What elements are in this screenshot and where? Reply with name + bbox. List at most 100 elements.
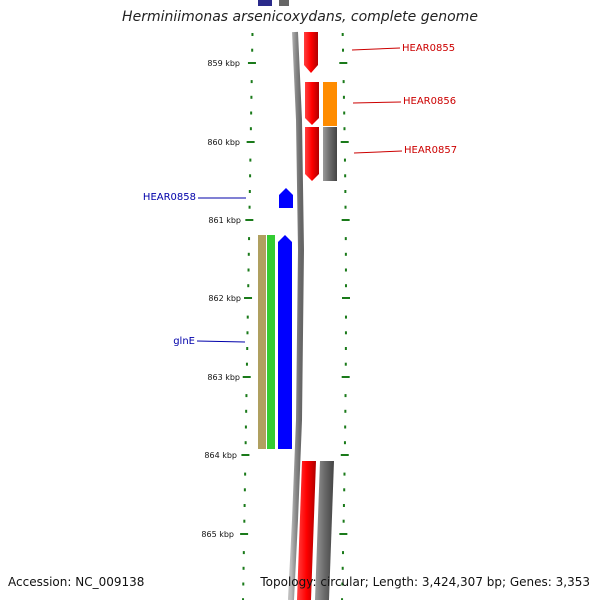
minor-tick — [344, 315, 347, 319]
minor-tick — [342, 48, 345, 52]
minor-tick — [344, 394, 347, 398]
minor-tick — [343, 111, 346, 115]
genome-backbone — [288, 31, 305, 600]
tick-label-863: 863 kbp — [207, 373, 240, 382]
minor-tick — [344, 205, 347, 209]
genome-summary: Topology: circular; Length: 3,424,307 bp… — [260, 575, 590, 589]
minor-tick — [343, 472, 346, 476]
label-glne[interactable]: glnE — [173, 336, 195, 347]
minor-tick — [247, 284, 250, 288]
minor-tick — [343, 441, 346, 445]
tick-label-862: 862 kbp — [208, 294, 241, 303]
minor-tick — [246, 315, 249, 319]
major-tick — [339, 533, 348, 535]
major-tick — [340, 141, 349, 143]
label-hear0856[interactable]: HEAR0856 — [403, 96, 456, 107]
gene-top-blue[interactable] — [258, 0, 272, 6]
gene-olive[interactable] — [258, 235, 266, 449]
minor-tick — [344, 362, 347, 366]
major-tick — [245, 219, 254, 221]
tick-label-864: 864 kbp — [204, 451, 237, 460]
minor-tick — [344, 347, 347, 350]
minor-tick — [344, 331, 347, 335]
minor-tick — [246, 331, 249, 335]
label-hear0857[interactable]: HEAR0857 — [404, 145, 457, 156]
minor-tick — [251, 33, 254, 36]
minor-tick — [344, 284, 347, 288]
gene-hear0857[interactable] — [305, 127, 319, 181]
major-tick — [246, 141, 255, 143]
minor-tick — [249, 158, 252, 162]
major-tick — [247, 62, 256, 64]
tick-label-861: 861 kbp — [208, 216, 241, 225]
minor-tick — [245, 409, 248, 413]
minor-tick — [244, 472, 247, 476]
gene-top-gray[interactable] — [279, 0, 289, 6]
gene-hear0856[interactable] — [305, 82, 319, 125]
gene-hear0857-gray[interactable] — [323, 127, 337, 181]
minor-tick — [248, 237, 251, 241]
label-line-hear0855 — [351, 47, 401, 51]
gene-glne[interactable] — [278, 235, 292, 449]
minor-tick — [242, 551, 245, 555]
tick-label-865: 865 kbp — [201, 530, 234, 539]
minor-tick — [341, 566, 344, 570]
minor-tick — [341, 33, 344, 36]
minor-tick — [249, 127, 252, 131]
tick-label-859: 859 kbp — [207, 59, 240, 68]
minor-tick — [243, 519, 246, 523]
label-line-glne — [196, 340, 246, 343]
minor-tick — [343, 127, 346, 131]
minor-tick — [243, 504, 246, 507]
major-tick — [341, 219, 350, 221]
major-tick — [339, 62, 348, 64]
tick-label-860: 860 kbp — [207, 138, 240, 147]
label-line-hear0856 — [352, 101, 402, 104]
minor-tick — [342, 95, 345, 99]
minor-tick — [341, 582, 344, 586]
gene-hear0856-orange[interactable] — [323, 82, 337, 126]
major-tick — [241, 454, 250, 456]
accession-text: Accession: NC_009138 — [8, 575, 145, 589]
gene-bottom-gray[interactable] — [315, 461, 334, 600]
gene-bottom-red[interactable] — [297, 461, 316, 600]
minor-tick — [344, 174, 347, 178]
right-tick-track — [339, 33, 350, 600]
minor-tick — [344, 237, 347, 241]
gene-green[interactable] — [267, 235, 275, 449]
minor-tick — [249, 174, 252, 178]
minor-tick — [342, 551, 345, 555]
minor-tick — [248, 190, 251, 193]
minor-tick — [242, 598, 245, 600]
minor-tick — [343, 158, 346, 162]
minor-tick — [243, 488, 246, 492]
gene-hear0858[interactable] — [279, 188, 293, 208]
minor-tick — [250, 80, 253, 84]
major-tick — [242, 376, 251, 378]
minor-tick — [246, 347, 249, 350]
major-tick — [341, 297, 350, 299]
minor-tick — [343, 488, 346, 492]
minor-tick — [342, 80, 345, 84]
minor-tick — [242, 566, 245, 570]
minor-tick — [251, 48, 254, 52]
minor-tick — [344, 190, 347, 193]
label-line-hear0857 — [353, 150, 403, 154]
minor-tick — [247, 252, 250, 256]
map-title: Herminiimonas arsenicoxydans, complete g… — [122, 9, 478, 25]
label-hear0855[interactable]: HEAR0855 — [402, 43, 455, 54]
minor-tick — [244, 425, 247, 429]
minor-tick — [344, 409, 347, 413]
minor-tick — [342, 504, 345, 507]
label-hear0858[interactable]: HEAR0858 — [143, 192, 196, 203]
minor-tick — [247, 268, 250, 272]
major-tick — [244, 297, 253, 299]
minor-tick — [250, 111, 253, 115]
minor-tick — [245, 362, 248, 366]
minor-tick — [344, 268, 347, 272]
minor-tick — [250, 95, 253, 99]
gene-hear0855[interactable] — [304, 32, 318, 73]
minor-tick — [244, 441, 247, 445]
major-tick — [240, 533, 249, 535]
